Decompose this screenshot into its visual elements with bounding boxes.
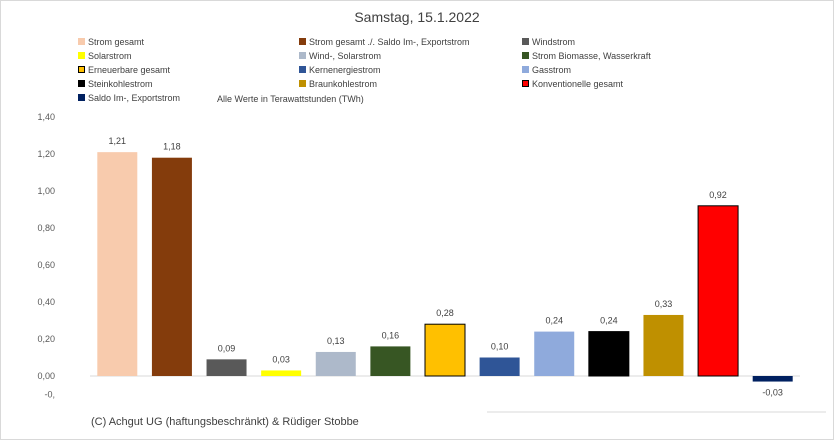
y-tick-label: 0,40: [37, 297, 55, 307]
legend-label: Steinkohlestrom: [88, 79, 153, 89]
legend-label: Kernenergiestrom: [309, 65, 381, 75]
legend-label: Braunkohlestrom: [309, 79, 378, 89]
legend-swatch: [78, 52, 85, 59]
legend-swatch: [78, 80, 85, 87]
legend-label: Gasstrom: [532, 65, 572, 75]
legend-swatch: [522, 66, 529, 73]
legend-item: Strom gesamt ./. Saldo Im-, Exportstrom: [299, 37, 470, 48]
legend-label: Solarstrom: [88, 51, 132, 61]
bar-value-label: 0,16: [382, 330, 400, 340]
bar-value-label: 1,18: [163, 142, 181, 152]
legend-label: Saldo Im-, Exportstrom: [88, 93, 181, 103]
bar-value-label: 0,03: [272, 354, 290, 364]
legend-item: Steinkohlestrom: [78, 79, 153, 90]
copyright-text: (C) Achgut UG (haftungsbeschränkt) & Rüd…: [91, 416, 359, 428]
bar: [370, 346, 411, 376]
legend-swatch: [522, 52, 529, 59]
y-tick-label: 0,80: [37, 223, 55, 233]
bar: [588, 331, 630, 377]
legend-label: Strom gesamt ./. Saldo Im-, Exportstrom: [309, 37, 470, 47]
bar: [534, 331, 575, 376]
y-tick-label: 1,00: [37, 186, 55, 196]
bar: [424, 323, 466, 377]
legend-item: Wind-, Solarstrom: [299, 51, 381, 62]
bar-value-label: 1,21: [109, 136, 127, 146]
legend-label: Wind-, Solarstrom: [309, 51, 382, 61]
bar-value-label: 0,28: [436, 308, 454, 318]
legend-item: Braunkohlestrom: [299, 79, 377, 90]
legend-swatch: [78, 66, 85, 73]
y-tick-label: 0,00: [37, 371, 55, 381]
chart-title: Samstag, 15.1.2022: [354, 9, 480, 25]
bar-value-label: 0,24: [545, 316, 563, 326]
bar: [697, 205, 739, 377]
bar: [206, 359, 247, 376]
bar: [97, 152, 138, 376]
legend-item: Kernenergiestrom: [299, 65, 381, 76]
legend-swatch: [299, 80, 306, 87]
legend-label: Konventionelle gesamt: [532, 79, 624, 89]
legend-label: Erneuerbare gesamt: [88, 65, 171, 75]
legend-swatch: [78, 38, 85, 45]
bar: [752, 376, 793, 382]
legend-item: Saldo Im-, Exportstrom: [78, 93, 180, 104]
legend-item: Strom Biomasse, Wasserkraft: [522, 51, 651, 62]
legend-label: Strom gesamt: [88, 37, 145, 47]
bar: [643, 314, 684, 376]
legend-swatch: [299, 38, 306, 45]
y-tick-label: -0,: [44, 390, 55, 400]
legend-swatch: [299, 52, 306, 59]
bar-value-label: 0,09: [218, 343, 236, 353]
legend-item: Strom gesamt: [78, 37, 144, 48]
legend-item: Konventionelle gesamt: [522, 79, 623, 90]
bar: [479, 357, 520, 376]
legend-label: Windstrom: [532, 37, 576, 47]
bar-value-label: 0,92: [709, 190, 727, 200]
bar: [151, 157, 192, 376]
legend-swatch: [522, 38, 529, 45]
legend-item: Gasstrom: [522, 65, 571, 76]
legend-item: Windstrom: [522, 37, 575, 48]
legend-item: Solarstrom: [78, 51, 132, 62]
y-tick-label: 0,20: [37, 334, 55, 344]
legend-label: Strom Biomasse, Wasserkraft: [532, 51, 651, 61]
bar-value-label: -0,03: [762, 388, 783, 398]
bar-value-label: 0,33: [655, 299, 673, 309]
legend-swatch: [522, 80, 529, 87]
units-note: Alle Werte in Terawattstunden (TWh): [217, 94, 364, 104]
bar-value-label: 0,13: [327, 336, 345, 346]
y-tick-label: 1,20: [37, 149, 55, 159]
legend-swatch: [299, 66, 306, 73]
bar-value-label: 0,24: [600, 316, 618, 326]
bar: [315, 351, 356, 376]
bar-value-label: 0,10: [491, 342, 509, 352]
y-tick-label: 1,40: [37, 112, 55, 122]
legend-item: Erneuerbare gesamt: [78, 65, 170, 76]
y-tick-label: 0,60: [37, 260, 55, 270]
bar: [261, 370, 302, 376]
legend-swatch: [78, 94, 85, 101]
